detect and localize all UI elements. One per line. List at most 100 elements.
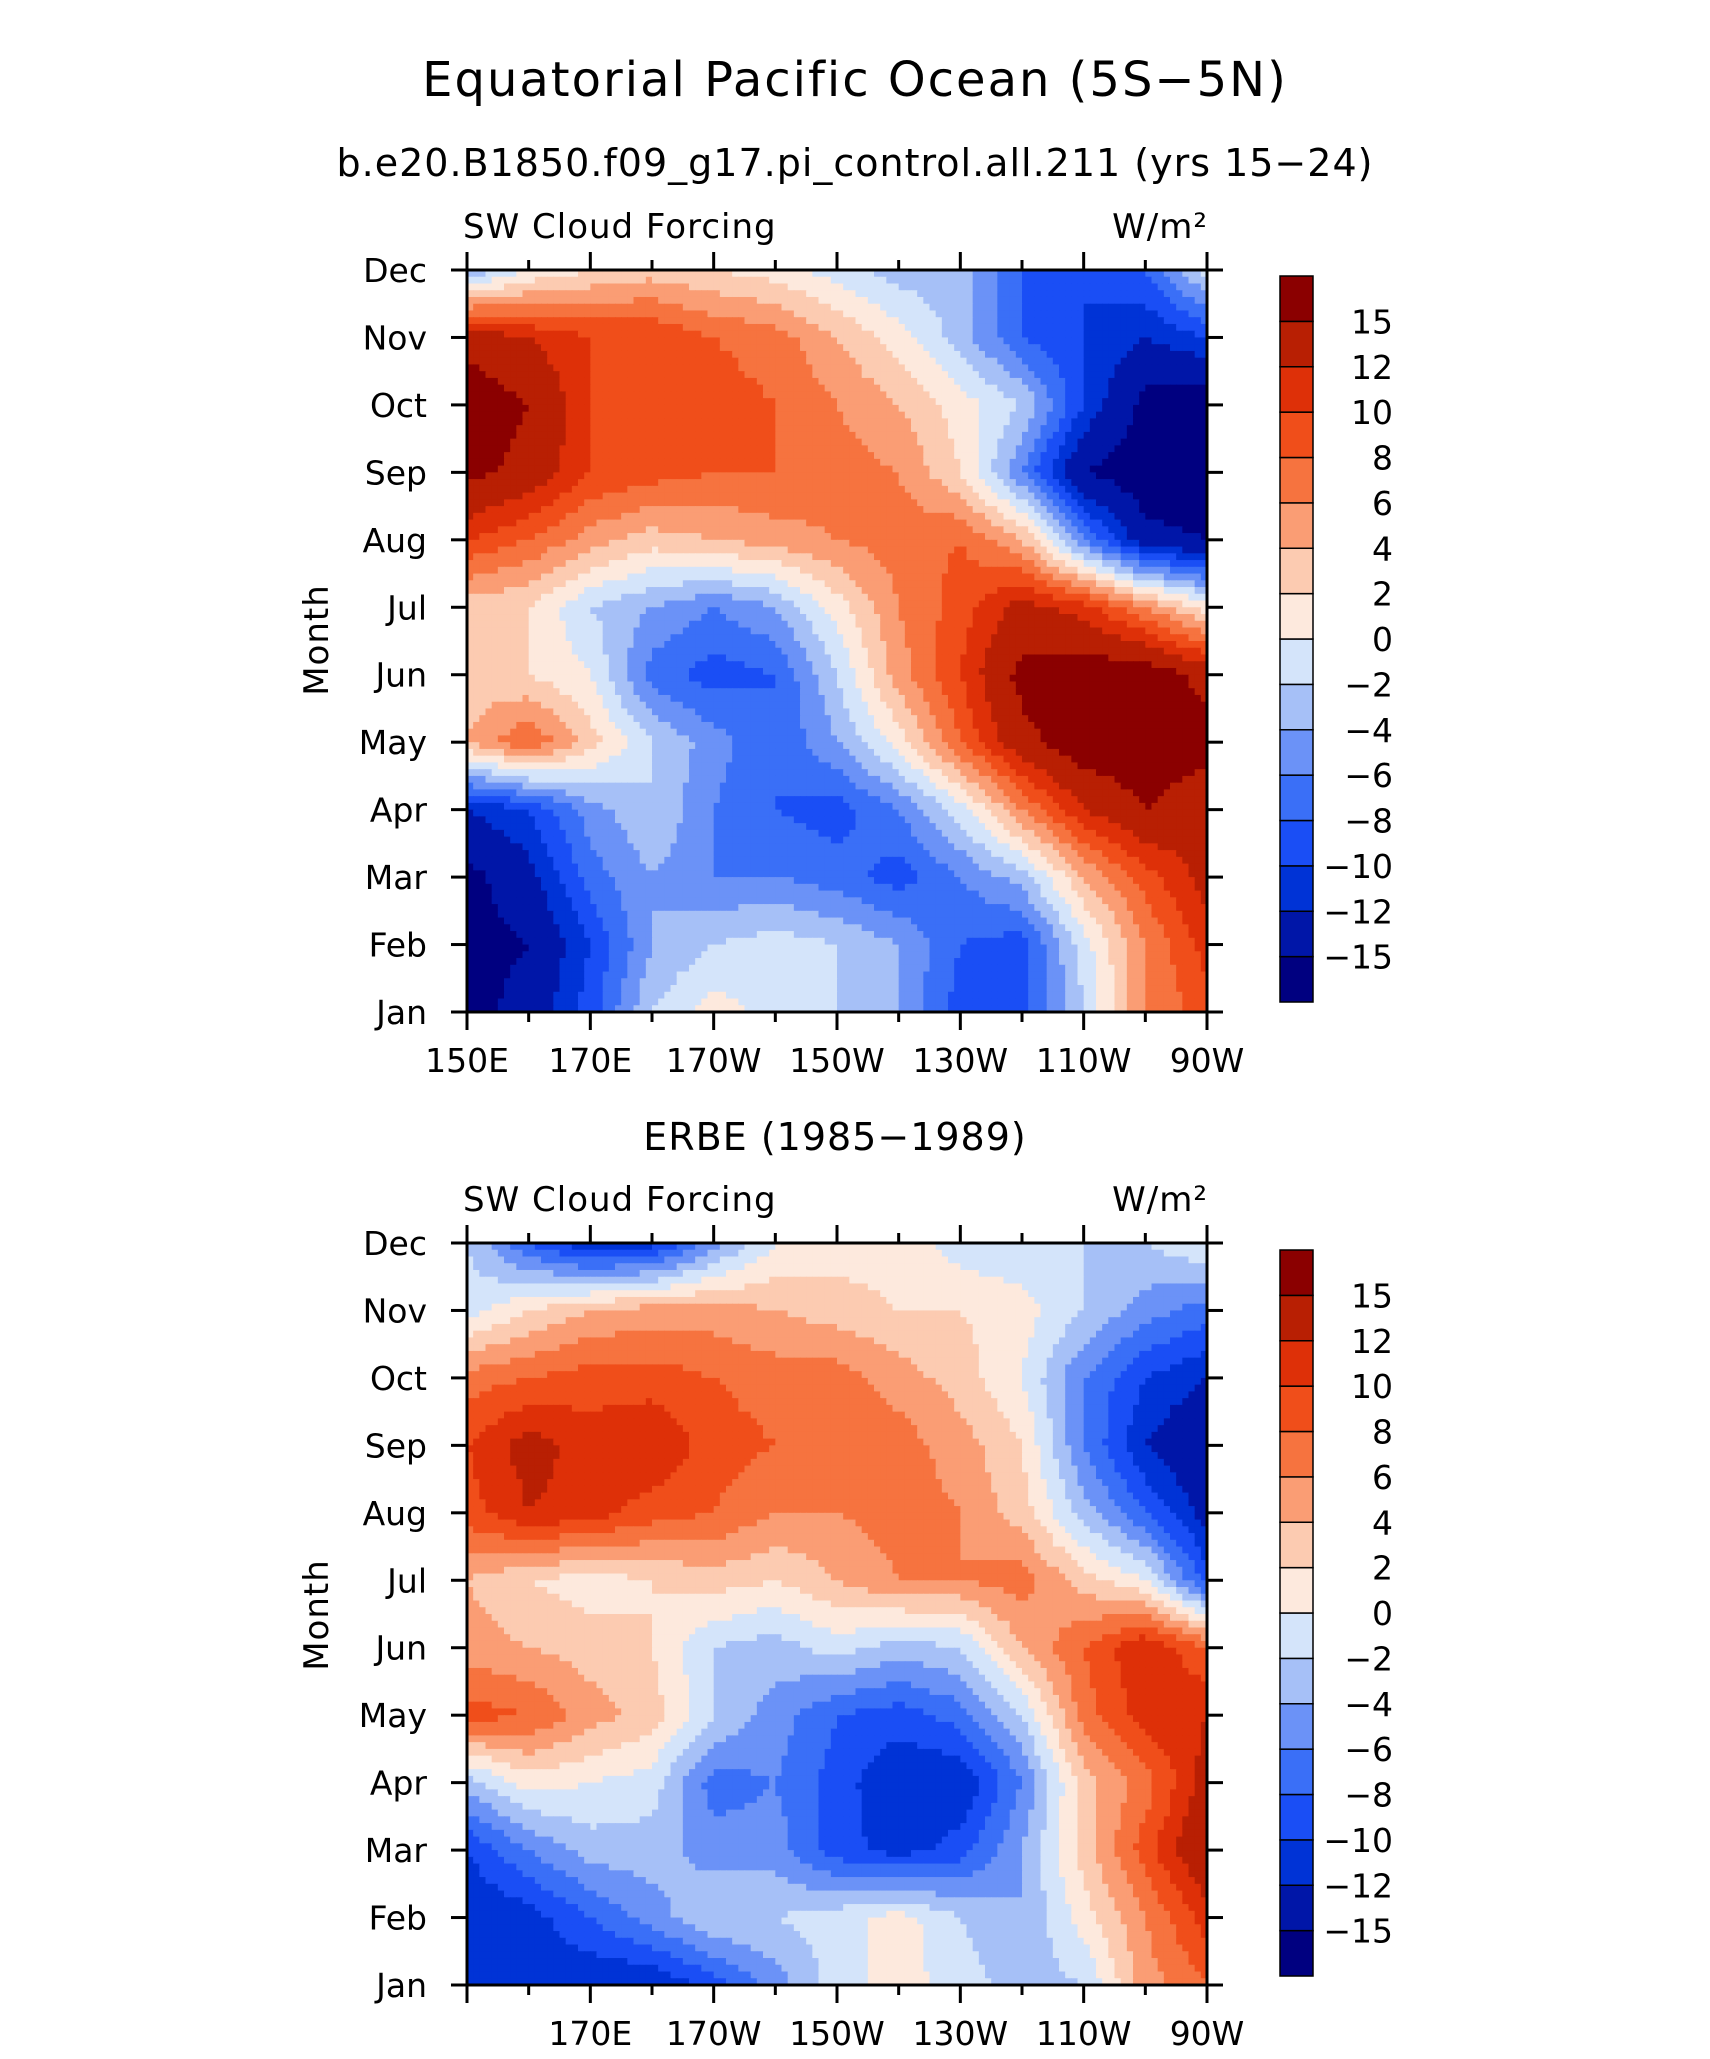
contour-cell — [849, 371, 857, 379]
contour-cell — [713, 533, 721, 541]
contour-cell — [941, 492, 949, 500]
contour-cell — [1163, 445, 1171, 453]
contour-cell — [701, 377, 709, 386]
contour-cell — [695, 296, 702, 305]
contour-cell — [467, 425, 474, 433]
contour-cell — [1114, 479, 1122, 487]
contour-cell — [1194, 398, 1202, 406]
contour-cell — [1120, 458, 1128, 467]
contour-cell — [664, 276, 672, 285]
contour-cell — [1176, 357, 1183, 366]
contour-cell — [880, 283, 887, 291]
contour-cell — [769, 337, 776, 345]
contour-cell — [1059, 492, 1066, 500]
contour-cell — [1046, 479, 1054, 487]
contour-cell — [1003, 384, 1011, 393]
contour-cell — [596, 526, 604, 534]
contour-cell — [621, 364, 628, 372]
contour-cell — [565, 398, 573, 406]
contour-cell — [849, 438, 857, 446]
contour-cell — [596, 296, 604, 305]
contour-cell — [923, 452, 931, 460]
contour-cell — [750, 391, 758, 399]
contour-cell — [855, 539, 863, 548]
contour-cell — [849, 303, 857, 312]
contour-cell — [522, 310, 530, 318]
contour-cell — [1200, 296, 1208, 305]
contour-cell — [818, 472, 826, 480]
contour-cell — [861, 512, 869, 521]
contour-cell — [1133, 357, 1140, 366]
contour-cell — [966, 438, 974, 446]
contour-cell — [633, 533, 641, 541]
contour-cell — [824, 479, 832, 487]
contour-cell — [1188, 418, 1196, 426]
contour-cell — [898, 344, 906, 352]
contour-cell — [1120, 512, 1128, 521]
contour-cell — [633, 472, 641, 480]
contour-cell — [824, 350, 832, 359]
contour-cell — [1163, 519, 1171, 527]
contour-cell — [818, 337, 826, 345]
contour-cell — [954, 492, 961, 500]
contour-cell — [978, 310, 986, 318]
contour-cell — [596, 506, 604, 514]
contour-cell — [719, 270, 727, 278]
contour-cell — [645, 506, 653, 514]
contour-cell — [701, 546, 709, 554]
contour-cell — [701, 526, 709, 534]
contour-cell — [929, 276, 937, 285]
contour-cell — [867, 519, 875, 527]
contour-cell — [553, 539, 561, 548]
contour-cell — [874, 418, 881, 426]
contour-cell — [886, 404, 894, 413]
contour-cell — [1096, 296, 1103, 305]
contour-cell — [1052, 283, 1060, 291]
contour-cell — [590, 357, 598, 366]
contour-cell — [830, 283, 838, 291]
contour-cell — [855, 465, 863, 473]
contour-cell — [1046, 337, 1054, 345]
contour-cell — [627, 512, 635, 521]
contour-cell — [467, 310, 474, 318]
contour-cell — [966, 323, 974, 332]
contour-cell — [695, 418, 702, 426]
contour-cell — [1003, 533, 1011, 541]
contour-cell — [837, 377, 844, 386]
contour-cell — [1089, 276, 1097, 285]
contour-cell — [534, 310, 542, 318]
contour-cell — [707, 317, 715, 325]
contour-cell — [1163, 404, 1171, 413]
contour-cell — [726, 344, 733, 352]
contour-cell — [1126, 384, 1134, 393]
contour-cell — [1200, 323, 1208, 332]
contour-cell — [645, 479, 653, 487]
contour-cell — [781, 398, 789, 406]
contour-cell — [1133, 533, 1140, 541]
contour-cell — [750, 377, 758, 386]
contour-cell — [1114, 506, 1122, 514]
contour-cell — [948, 418, 955, 426]
contour-cell — [886, 485, 894, 494]
contour-cell — [892, 452, 900, 460]
contour-cell — [769, 506, 776, 514]
contour-cell — [1015, 472, 1023, 480]
contour-cell — [541, 512, 548, 521]
contour-cell — [1077, 303, 1085, 312]
contour-cell — [732, 431, 739, 440]
contour-cell — [1126, 391, 1134, 399]
contour-cell — [824, 377, 832, 386]
contour-cell — [769, 310, 776, 318]
contour-cell — [806, 303, 813, 312]
contour-cell — [1052, 438, 1060, 446]
contour-cell — [818, 519, 826, 527]
contour-cell — [837, 303, 844, 312]
contour-cell — [695, 546, 702, 554]
contour-cell — [1003, 310, 1011, 318]
contour-cell — [1096, 283, 1103, 291]
contour-cell — [880, 479, 887, 487]
contour-cell — [781, 350, 789, 359]
contour-cell — [972, 418, 980, 426]
contour-cell — [1102, 506, 1109, 514]
contour-cell — [904, 539, 912, 548]
